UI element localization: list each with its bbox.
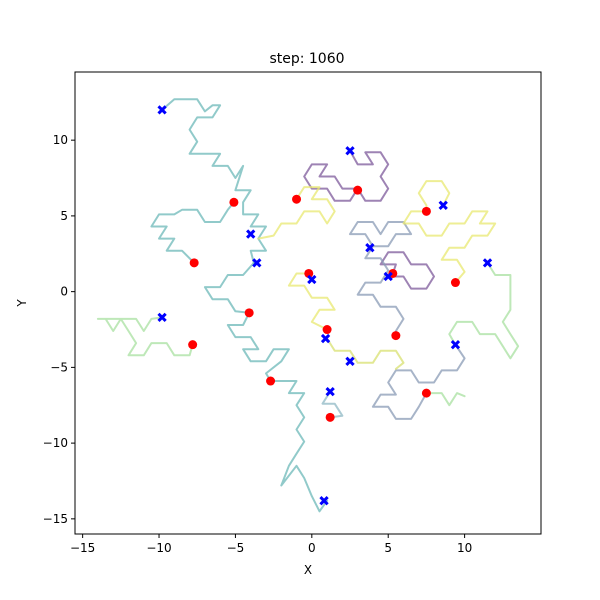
end-marker-8 [244,308,254,318]
end-marker-4 [189,258,199,268]
x-tick-label-4: 5 [384,541,392,555]
start-marker-1 [345,146,355,156]
walk-line-7 [226,311,290,382]
walk-line-14 [402,210,497,284]
walk-line-11 [448,261,520,360]
start-marker-8 [383,271,393,282]
end-marker-1 [292,194,302,204]
start-marker-4 [365,243,375,253]
end-marker-14 [325,412,335,422]
y-axis-ticks: −15 −10 −5 0 5 10 [43,133,75,526]
x-axis-ticks: −15 −10 −5 0 5 10 [70,534,472,555]
end-marker-3 [421,206,431,216]
walk-line-9 [203,261,255,314]
start-marker-12 [345,356,355,366]
y-axis-label: Y [15,299,29,308]
plot-frame [74,71,542,535]
walk-line-16 [257,186,336,240]
walk-line-10 [96,316,194,357]
y-tick-label-5: 10 [53,133,68,147]
walk-line-15 [287,272,336,331]
end-marker-6 [304,268,314,278]
start-marker-6 [482,258,493,268]
walk-line-3 [371,343,466,420]
walk-line-1 [379,251,435,290]
walk-line-5 [161,98,267,264]
end-marker-12 [266,376,276,386]
walk-lines [96,98,520,513]
markers [157,105,493,506]
start-marker-2 [438,200,448,210]
x-tick-label-3: 0 [308,541,316,555]
y-tick-label-1: −10 [43,436,68,450]
walk-line-6 [150,201,235,264]
walk-line-2 [349,221,413,337]
y-tick-label-0: −15 [43,512,68,526]
end-marker-9 [322,325,332,335]
y-tick-label-2: −5 [50,360,68,374]
end-marker-7 [450,278,460,288]
x-tick-label-2: −5 [227,541,245,555]
walk-line-17 [326,337,405,370]
end-marker-13 [421,388,431,398]
start-marker-10 [320,333,331,344]
walk-line-0 [303,149,390,202]
start-marker-14 [319,496,329,506]
x-tick-label-1: −10 [146,541,171,555]
start-marker-3 [246,229,256,239]
start-marker-7 [307,274,317,285]
start-marker-0 [157,105,167,115]
chart-title: step: 1060 [269,51,344,67]
walk-line-13 [417,180,451,213]
end-marker-0 [353,185,363,195]
end-marker-10 [391,331,401,341]
x-tick-label-0: −15 [70,541,95,555]
walk-line-4 [321,390,344,419]
walk-line-12 [425,392,466,407]
end-marker-11 [188,340,198,350]
x-tick-label-5: 10 [457,541,472,555]
start-marker-13 [325,386,335,397]
start-marker-11 [450,339,461,350]
walk-line-8 [269,380,329,513]
y-tick-label-4: 5 [60,209,68,223]
end-marker-2 [229,197,239,207]
y-tick-label-3: 0 [60,285,68,299]
start-marker-5 [252,258,262,268]
start-marker-9 [157,312,167,323]
x-axis-label: X [304,563,312,577]
